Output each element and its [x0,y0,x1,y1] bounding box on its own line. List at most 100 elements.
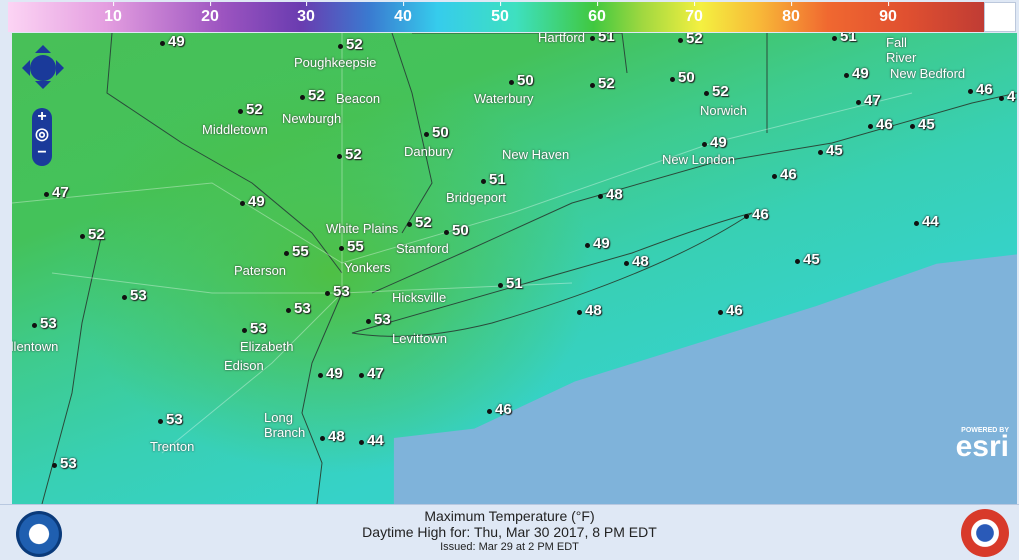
temp-label: 52 [337,146,362,163]
temp-label: 55 [284,243,309,260]
coastline [371,92,1017,294]
noaa-logo [16,511,62,557]
temp-label: 51 [590,33,615,45]
temp-label: 48 [320,428,345,445]
city-label: Hartford [538,33,585,45]
temp-label: 44 [914,213,939,230]
temp-label: 46 [968,81,993,98]
city-label: Fall River [886,35,917,65]
globe-icon[interactable]: ◎ [35,126,49,143]
city-label: New Bedford [890,66,966,81]
city-label: Stamford [396,241,449,256]
temp-label: 46 [744,206,769,223]
temp-label: 52 [338,36,363,53]
temp-label: 45 [795,251,820,268]
city-label: Yonkers [344,260,391,275]
pan-control[interactable] [22,43,64,103]
coastline [301,292,343,504]
temperature-legend: 10 20 30 40 50 60 70 80 90 [8,2,984,32]
legend-tick: 70 [685,2,703,25]
temp-label: 49 [844,65,869,82]
state-border [412,33,628,74]
zoom-out-button[interactable]: − [37,144,47,161]
temp-label: 45 [818,142,843,159]
temp-label: 53 [325,283,350,300]
legend-tick: 50 [491,2,509,25]
city-label: Long Branch [264,410,306,440]
pan-up-icon[interactable] [35,37,51,53]
temp-label: 53 [122,287,147,304]
temp-label: 51 [832,33,857,45]
city-label: Levittown [392,331,447,346]
temp-label: 46 [868,116,893,133]
temp-label: 49 [240,193,265,210]
issued-time: Issued: Mar 29 at 2 PM EDT [440,541,579,553]
temp-label: 48 [598,186,623,203]
temperature-map[interactable]: 49 52 51 52 51 50 52 50 52 49 46 4 52 52… [12,33,1017,504]
road [161,33,343,454]
temp-label: 50 [424,124,449,141]
temp-label: 52 [704,83,729,100]
city-label: Newburgh [282,111,342,126]
city-label: Norwich [700,103,747,118]
temp-label: 46 [772,166,797,183]
city-label: Edison [224,358,264,373]
temp-label: 53 [286,300,311,317]
city-label: Elizabeth [240,339,294,354]
temp-label: 52 [238,101,263,118]
state-border [391,33,433,234]
state-border [106,33,343,274]
temp-label: 52 [80,226,105,243]
temp-label: 51 [498,275,523,292]
temp-label: 50 [444,222,469,239]
legend-spacer [984,2,1016,32]
temp-label: 44 [359,432,384,449]
temp-label: 50 [509,72,534,89]
legend-tick: 90 [879,2,897,25]
temp-label: 47 [359,365,384,382]
city-label: Allentown [12,339,59,354]
pan-left-icon[interactable] [14,60,30,76]
temp-label: 50 [670,69,695,86]
pan-center[interactable] [30,55,56,81]
road [51,272,573,294]
nws-logo [961,509,1009,557]
city-label: Bridgeport [446,190,506,205]
temp-label: 49 [160,33,185,50]
valid-time: Daytime High for: Thu, Mar 30 2017, 8 PM… [362,524,657,540]
city-label: Beacon [336,91,381,106]
temp-label: 53 [32,315,57,332]
legend-tick: 30 [297,2,315,25]
city-label: Waterbury [474,91,534,106]
temp-label: 47 [856,92,881,109]
city-label: Danbury [404,144,454,159]
temp-label: 49 [702,134,727,151]
zoom-in-button[interactable]: + [37,108,47,125]
legend-tick: 60 [588,2,606,25]
temp-label: 48 [624,253,649,270]
temp-label: 4 [998,88,1016,105]
temp-label: 52 [407,214,432,231]
long-island [351,212,753,337]
city-label: Trenton [150,439,195,454]
temp-label: 45 [910,116,935,133]
temp-label: 46 [487,401,512,418]
state-border [41,232,103,504]
city-label: New Haven [502,147,570,162]
legend-tick: 40 [394,2,412,25]
temp-label: 52 [300,87,325,104]
pan-right-icon[interactable] [56,60,72,76]
esri-attribution[interactable]: POWERED BY esri [955,427,1009,463]
esri-logo: esri [955,430,1009,463]
zoom-control: + ◎ − [32,108,52,166]
temp-label: 53 [158,411,183,428]
legend-tick: 10 [104,2,122,25]
map-footer: Maximum Temperature (°F) Daytime High fo… [0,504,1019,560]
pan-down-icon[interactable] [35,81,51,97]
temp-label: 48 [577,302,602,319]
city-label: White Plains [326,221,399,236]
temp-label: 53 [52,455,77,472]
temp-label: 46 [718,302,743,319]
city-label: Middletown [202,122,268,137]
temp-label: 47 [44,184,69,201]
